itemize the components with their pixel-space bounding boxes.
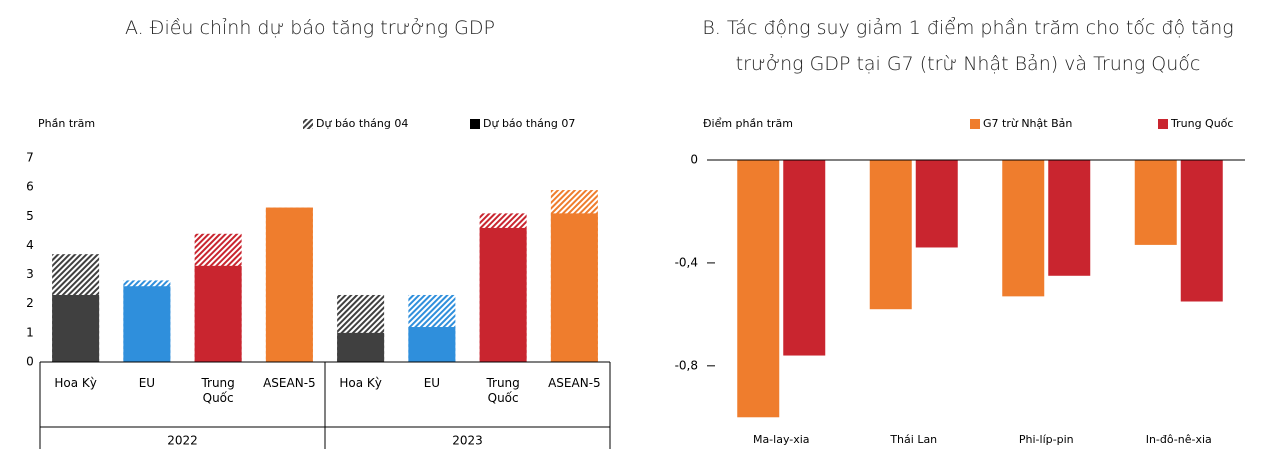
- bar: [550, 213, 598, 362]
- y-axis-label: Điểm phần trăm: [703, 117, 793, 130]
- y-tick-label: 6: [26, 180, 34, 194]
- bar: [1134, 160, 1177, 245]
- x-tick-label: EU: [423, 376, 441, 390]
- bar: [337, 332, 385, 362]
- y-tick-label: 4: [26, 238, 34, 252]
- chart-title: A. Điều chỉnh dự báo tăng trưởng GDP: [125, 17, 495, 39]
- y-tick-label: -0,8: [675, 358, 698, 372]
- x-tick-label: Phi-líp-pin: [1019, 433, 1074, 446]
- bar: [52, 294, 100, 362]
- x-tick-label: Trung Quốc: [201, 376, 235, 405]
- y-tick-label: -0,4: [675, 255, 698, 269]
- bar: [1002, 160, 1045, 297]
- legend-label: G7 trừ Nhật Bản: [983, 117, 1072, 130]
- bar: [783, 160, 826, 356]
- y-tick-label: 0: [26, 355, 34, 369]
- y-tick-label: 5: [26, 209, 34, 223]
- legend-swatch: [970, 119, 980, 129]
- y-tick-label: 1: [26, 325, 34, 339]
- legend-label: Dự báo tháng 04: [316, 117, 408, 130]
- bar: [737, 160, 780, 418]
- bar: [1180, 160, 1223, 302]
- bar: [408, 327, 456, 362]
- x-tick-label: EU: [138, 376, 156, 390]
- legend-label: Dự báo tháng 07: [483, 117, 575, 130]
- legend-swatch: [470, 119, 480, 129]
- chart-title: B. Tác động suy giảm 1 điểm phần trăm ch…: [702, 17, 1234, 75]
- bar: [123, 286, 171, 362]
- x-tick-label: In-đô-nê-xia: [1146, 433, 1212, 446]
- x-tick-label: ASEAN-5: [548, 376, 601, 390]
- legend-swatch: [1158, 119, 1168, 129]
- group-label: 2023: [452, 434, 483, 448]
- x-tick-label: Trung Quốc: [486, 376, 520, 405]
- y-tick-label: 2: [26, 296, 34, 310]
- group-label: 2022: [167, 434, 198, 448]
- bar: [479, 227, 527, 362]
- x-tick-label: Ma-lay-xia: [753, 433, 810, 446]
- x-tick-label: Hoa Kỳ: [54, 376, 97, 390]
- bar: [869, 160, 912, 310]
- y-axis-label: Phần trăm: [38, 117, 95, 130]
- bar: [915, 160, 958, 248]
- legend-label: Trung Quốc: [1170, 117, 1233, 130]
- y-tick-label: 0: [690, 153, 698, 167]
- legend-swatch: [303, 119, 313, 129]
- y-tick-label: 3: [26, 267, 34, 281]
- x-tick-label: Thái Lan: [889, 433, 937, 446]
- bar: [194, 265, 242, 362]
- y-tick-label: 7: [26, 151, 34, 165]
- bar: [265, 207, 313, 362]
- bar: [1048, 160, 1091, 276]
- x-tick-label: ASEAN-5: [263, 376, 316, 390]
- x-tick-label: Hoa Kỳ: [339, 376, 382, 390]
